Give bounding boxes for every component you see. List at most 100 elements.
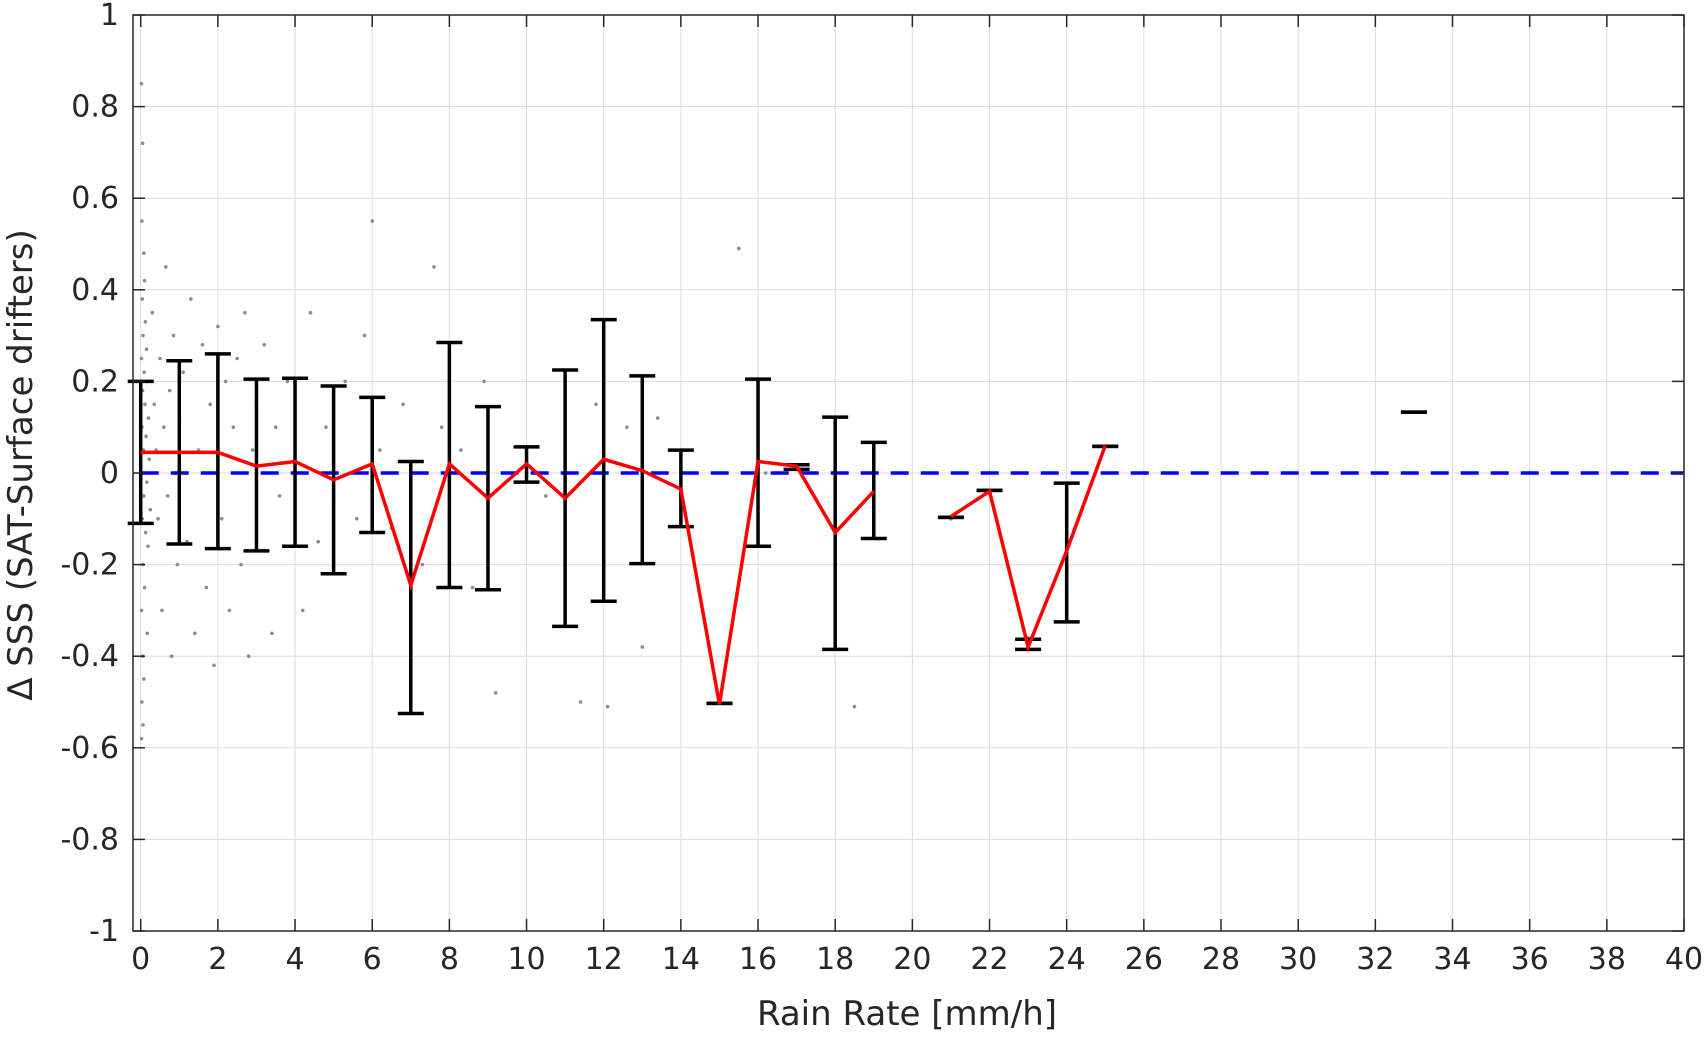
scatter-point <box>243 310 247 315</box>
x-tick-label: 20 <box>893 942 931 977</box>
x-tick-label: 34 <box>1433 942 1471 977</box>
y-tick-labels: 1 0.8 0.6 0.4 0.2 0 -0.2 -0.4 -0.6 -0.8 -1 <box>60 0 119 949</box>
scatter-point <box>143 530 148 535</box>
plot-frame <box>132 14 1685 932</box>
scatter-point <box>343 379 348 384</box>
scatter-point <box>227 608 232 613</box>
scatter-point <box>140 297 145 301</box>
x-tick-label: 8 <box>440 942 459 977</box>
scatter-point <box>736 246 741 251</box>
scatter-point <box>231 425 236 430</box>
x-tick-label: 22 <box>970 942 1008 977</box>
y-axis-label: Δ SSS (SAT-Surface drifters) <box>1 229 41 701</box>
scatter-point <box>141 333 145 338</box>
error-bars <box>127 317 1427 716</box>
scatter-point <box>148 507 153 512</box>
scatter-point <box>594 402 598 407</box>
scatter-point <box>544 494 548 498</box>
x-tick-label: 32 <box>1356 942 1394 977</box>
scatter-point <box>246 654 251 658</box>
scatter-point <box>239 562 243 567</box>
scatter-point <box>273 425 278 430</box>
scatter-point <box>401 402 405 407</box>
scatter-point <box>235 356 239 361</box>
scatter-point <box>640 645 645 649</box>
scatter-point <box>150 310 155 315</box>
scatter-point <box>300 608 305 613</box>
scatter-point <box>223 379 228 384</box>
scatter-point <box>432 265 436 269</box>
y-tick-label: -0.2 <box>60 548 119 583</box>
scatter-point <box>141 723 145 727</box>
scatter-point <box>459 448 463 452</box>
scatter-point <box>378 448 382 452</box>
scatter-point <box>156 517 160 521</box>
y-tick-label: -0.6 <box>60 731 119 766</box>
scatter-point <box>146 416 151 420</box>
x-tick-label: 18 <box>816 942 854 977</box>
scatter-point <box>152 402 157 407</box>
x-tick-label: 30 <box>1279 942 1317 977</box>
scatter-point <box>142 251 146 255</box>
x-tick-label: 4 <box>285 942 304 977</box>
x-tick-label: 24 <box>1048 942 1086 977</box>
scatter-point <box>163 265 168 269</box>
scatter-point <box>219 517 224 521</box>
scatter-point <box>605 704 610 709</box>
scatter-point <box>212 663 216 668</box>
scatter-point <box>139 81 144 86</box>
scatter-point <box>139 736 144 741</box>
scatter-point <box>270 631 274 636</box>
scatter-point <box>142 585 147 590</box>
y-tick-label: 0.4 <box>71 273 119 308</box>
x-tick-label: 26 <box>1125 942 1163 977</box>
y-tick-label: 1 <box>100 0 119 33</box>
mean-line-segment <box>949 444 1107 653</box>
scatter-point <box>316 539 320 544</box>
scatter-point <box>420 562 425 567</box>
scatter-point <box>181 370 185 375</box>
scatter-point <box>139 608 144 613</box>
scatter-point <box>493 691 498 695</box>
x-tick-label: 16 <box>739 942 777 977</box>
scatter-point <box>655 416 660 420</box>
x-tick-label: 36 <box>1511 942 1549 977</box>
scatter-point <box>370 219 375 223</box>
scatter-point <box>262 342 266 347</box>
scatter-point <box>167 388 172 393</box>
scatter-point <box>216 324 220 329</box>
scatter-point <box>145 631 150 636</box>
scatter-point <box>204 585 209 590</box>
scatter-point <box>160 608 164 613</box>
x-axis-label: Rain Rate [mm/h] <box>757 994 1057 1034</box>
scatter-point <box>162 425 166 430</box>
scatter-point <box>139 356 144 361</box>
scatter-point <box>147 457 152 462</box>
scatter-point <box>175 562 180 567</box>
scatter-point <box>158 356 162 361</box>
scatter-point <box>145 480 149 484</box>
scatter-point <box>362 333 367 338</box>
scatter-point <box>142 370 146 375</box>
scatter-point <box>324 425 328 430</box>
x-tick-label: 28 <box>1202 942 1240 977</box>
scatter-point <box>208 402 212 407</box>
x-tick-label: 40 <box>1665 942 1703 977</box>
scatter-point <box>169 654 174 658</box>
scatter-point <box>142 677 146 681</box>
scatter-point <box>250 448 255 452</box>
scatter-point <box>625 425 629 430</box>
y-tick-label: -0.8 <box>60 822 119 857</box>
mean-line <box>140 444 1107 705</box>
scatter-point <box>354 517 359 521</box>
x-tick-label: 6 <box>363 942 382 977</box>
scatter-point <box>763 471 768 475</box>
scatter-point <box>578 700 583 704</box>
scatter-point <box>277 494 282 498</box>
scatter-point <box>308 310 313 315</box>
scatter-point <box>171 333 176 338</box>
x-tick-label: 0 <box>131 942 150 977</box>
scatter-point <box>143 320 148 324</box>
y-tick-label: 0 <box>100 456 119 491</box>
